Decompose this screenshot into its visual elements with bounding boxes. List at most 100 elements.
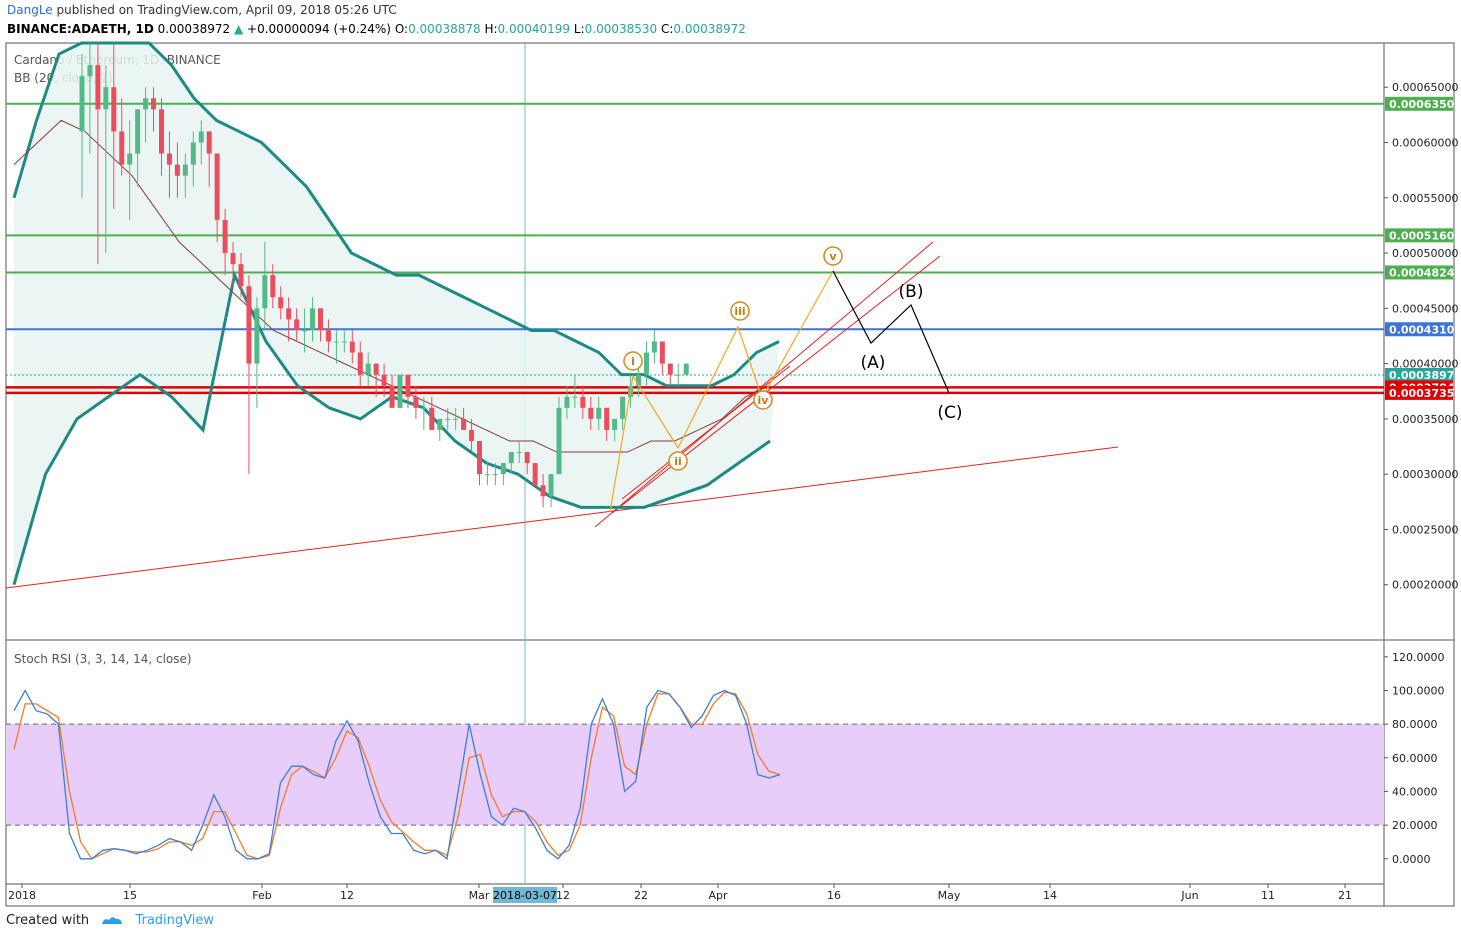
- level-price-label: 0.00037353: [1389, 387, 1461, 400]
- time-tick-label: 2018: [8, 889, 36, 902]
- candle-body: [357, 352, 363, 375]
- wave-label: v: [829, 250, 837, 263]
- time-tick-label: 15: [123, 889, 137, 902]
- candle-body: [484, 474, 490, 476]
- bollinger-band-fill: [14, 43, 779, 585]
- wave-path: [609, 270, 834, 513]
- candle-body: [405, 374, 411, 397]
- candle-body: [683, 363, 689, 375]
- time-tick-label: Mar: [469, 889, 490, 902]
- time-tick-label: Jun: [1180, 889, 1198, 902]
- candle-body: [580, 396, 586, 408]
- candle-body: [620, 396, 626, 419]
- candle-body: [461, 418, 467, 430]
- candle-body: [500, 463, 506, 475]
- price-tick-label: 0.00035000: [1392, 413, 1458, 426]
- stoch-tick-label: 80.0000: [1392, 718, 1438, 731]
- candle-body: [651, 341, 657, 353]
- candle-body: [190, 142, 196, 165]
- low-label: L:: [573, 22, 585, 36]
- trend-line: [611, 255, 941, 514]
- candle-body: [643, 352, 649, 375]
- level-price-label: 0.00048245: [1389, 266, 1461, 279]
- stoch-tick-label: 40.0000: [1392, 785, 1438, 798]
- candle-body: [604, 407, 610, 430]
- price-change: +0.00000094 (+0.24%): [247, 22, 391, 36]
- trend-lines: [5, 241, 1119, 589]
- stoch-rsi-pane: 120.0000 100.0000 80.0000 60.0000 40.0000 20.…: [6, 651, 1445, 866]
- time-tick-label: 21: [1338, 889, 1352, 902]
- candle-body: [325, 330, 331, 342]
- candle-body: [262, 275, 268, 309]
- stoch-band-fill: [6, 724, 1384, 826]
- symbol-label: BINANCE:ADAETH, 1D: [7, 22, 154, 36]
- candle-body: [310, 308, 316, 331]
- wave-label: ii: [674, 455, 682, 468]
- level-price-tag: [1385, 265, 1453, 280]
- candle-body: [270, 275, 276, 298]
- candle-body: [143, 98, 149, 110]
- candle-body: [254, 308, 260, 364]
- candle-body: [675, 374, 681, 376]
- author-link[interactable]: DangLe: [7, 3, 53, 17]
- publish-text: published on TradingView.com, April 09, …: [56, 3, 397, 17]
- stoch-tick-label: 100.0000: [1392, 684, 1445, 697]
- wave-label: iii: [734, 305, 745, 318]
- price-tick-label: 0.00025000: [1392, 523, 1458, 536]
- candle-body: [548, 474, 554, 497]
- time-tick-label: 16: [827, 889, 841, 902]
- candle-body: [318, 308, 323, 331]
- candle-body: [596, 407, 602, 419]
- close-label: C:: [660, 22, 674, 36]
- bb-upper-line: [12, 41, 780, 388]
- candle-body: [413, 396, 419, 408]
- tradingview-logo-icon: [102, 917, 123, 924]
- time-tick-label: 22: [634, 889, 648, 902]
- wave-label-circle: [623, 351, 643, 371]
- candle-body: [302, 330, 308, 332]
- wave-label-circle: [753, 390, 773, 410]
- crosshair-date-tag: [493, 887, 557, 903]
- time-tick-label: May: [938, 889, 961, 902]
- candle-body: [238, 264, 244, 287]
- candle-body: [516, 452, 522, 454]
- chart-frame: [5, 42, 1455, 907]
- bb-fill-area: [14, 43, 779, 585]
- candle-body: [159, 109, 164, 154]
- price-tick-label: 0.00020000: [1392, 579, 1458, 592]
- price-tick-label: 0.00060000: [1392, 137, 1458, 150]
- candle-body: [95, 65, 101, 110]
- candle-body: [111, 87, 117, 132]
- candle-body: [341, 341, 347, 343]
- level-price-label: 0.00051602: [1389, 229, 1461, 242]
- abc-label: (C): [937, 403, 962, 423]
- candle-body: [612, 418, 618, 430]
- close-value: 0.00038972: [673, 22, 746, 36]
- created-with-label: Created with: [6, 913, 90, 928]
- candle-body: [79, 76, 85, 132]
- abc-label: (A): [861, 353, 886, 373]
- candle-body: [556, 407, 562, 475]
- candle-body: [206, 131, 212, 154]
- wave-label: i: [631, 355, 635, 368]
- level-price-label: 0.00038972: [1389, 369, 1461, 382]
- abc-path: [832, 270, 950, 394]
- abc-label: (B): [899, 282, 924, 302]
- time-tick-label: 14: [1043, 889, 1057, 902]
- candle-body: [87, 65, 93, 77]
- wave-label-circle: [668, 451, 688, 471]
- stoch-tick-label: 60.0000: [1392, 752, 1438, 765]
- level-price-tag: [1385, 96, 1453, 111]
- price-tick-label: 0.00055000: [1392, 192, 1458, 205]
- tradingview-link[interactable]: TradingView: [135, 913, 214, 928]
- candle-body: [588, 407, 594, 419]
- candle-body: [540, 485, 546, 497]
- time-axis[interactable]: 2018 15 Feb 12 Mar 12 22 Apr 16 May 14 Jun 11 21 2018-…: [8, 884, 1352, 903]
- wave-label-circle: [823, 246, 843, 266]
- candle-body: [437, 418, 443, 430]
- candle-body: [349, 341, 355, 353]
- candle-body: [174, 164, 180, 176]
- price-axis[interactable]: 0.00063500 0.00051602 0.00048245 0.00043108…: [1384, 81, 1461, 592]
